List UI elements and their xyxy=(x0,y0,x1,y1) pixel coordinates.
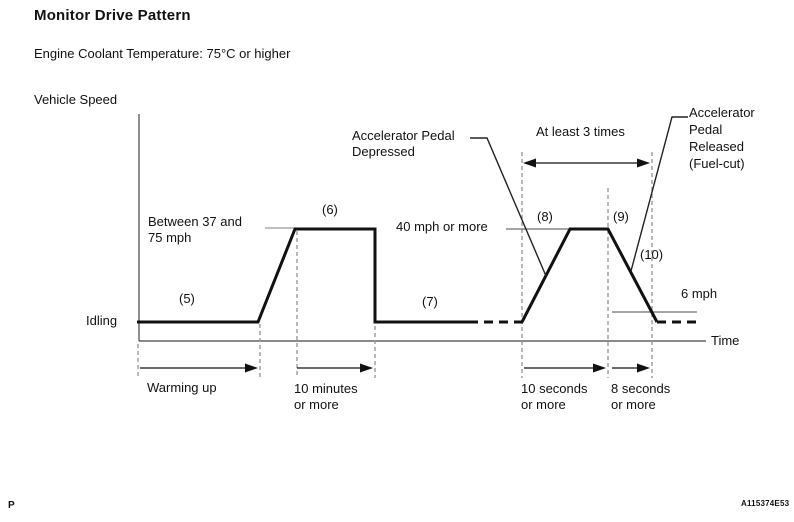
leader-pedal-released xyxy=(630,116,688,272)
decel-duration-label: 8 seconds or more xyxy=(611,381,671,412)
warmup-duration-label: Warming up xyxy=(147,380,217,395)
repeat-arrowhead-left xyxy=(523,158,536,168)
dashed-guides xyxy=(137,152,653,378)
trace-idle-cruise xyxy=(137,227,469,324)
axes-lines xyxy=(138,114,706,342)
forty-mph-label: 40 mph or more xyxy=(396,219,488,234)
leader-lines xyxy=(470,116,688,277)
pedal-depressed-label: Accelerator Pedal Depressed xyxy=(352,128,455,159)
idling-label: Idling xyxy=(86,313,118,328)
page-footer-mark: P xyxy=(8,500,15,511)
figure-title: Monitor Drive Pattern xyxy=(34,7,191,24)
cruise-duration-label: 10 minutes or more xyxy=(294,381,358,412)
coolant-condition-text: Engine Coolant Temperature: 75°C or high… xyxy=(34,46,291,61)
step-7-label: (7) xyxy=(422,294,438,309)
step-5-label: (5) xyxy=(179,291,195,306)
repeat-count-label: At least 3 times xyxy=(536,124,625,139)
y-axis-label: Vehicle Speed xyxy=(34,92,118,107)
step-10-label: (10) xyxy=(640,247,664,262)
reference-lines xyxy=(265,227,697,313)
x-axis-label: Time xyxy=(711,333,740,348)
step-8-label: (8) xyxy=(537,209,553,224)
speed-range-label: Between 37 and 75 mph xyxy=(148,214,242,245)
step-9-label: (9) xyxy=(613,209,629,224)
leader-pedal-depressed xyxy=(470,137,547,277)
duration-arrows xyxy=(140,363,650,373)
figure-code: A115374E53 xyxy=(741,499,790,508)
pedal-released-label: Accelerator Pedal Released (Fuel-cut) xyxy=(689,105,755,171)
step-6-label: (6) xyxy=(322,202,338,217)
accel-duration-label: 10 seconds or more xyxy=(521,381,588,412)
repeat-arrowhead-right xyxy=(637,158,650,168)
six-mph-label: 6 mph xyxy=(681,286,718,301)
trace-accel-decel xyxy=(520,227,659,323)
repeat-arrow xyxy=(523,158,650,168)
